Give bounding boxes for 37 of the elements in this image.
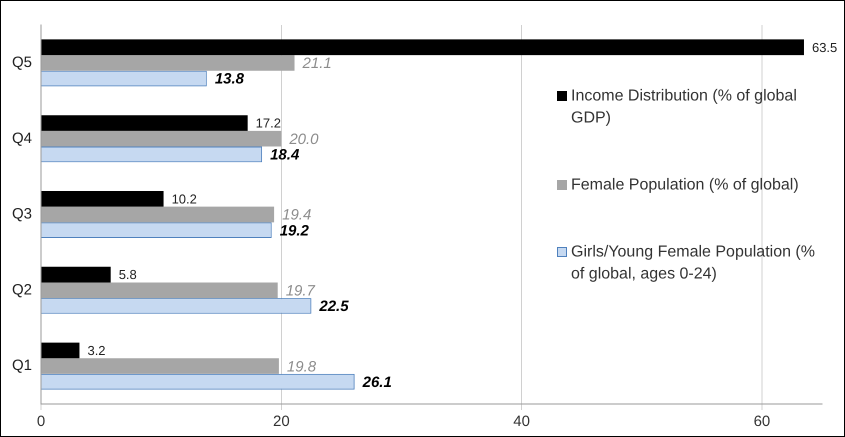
x-tick-label: 40 bbox=[513, 413, 530, 430]
data-label: 19.4 bbox=[282, 206, 312, 224]
legend-label: Girls/Young Female Population (% of global, ages 0-24) bbox=[571, 243, 815, 282]
data-label: 13.8 bbox=[214, 70, 245, 88]
data-label: 5.8 bbox=[118, 267, 137, 282]
data-label: 20.0 bbox=[288, 130, 320, 148]
x-tick-label: 0 bbox=[36, 413, 46, 430]
y-tick-label: Q2 bbox=[12, 281, 32, 298]
data-label: 22.5 bbox=[318, 298, 350, 316]
bar bbox=[42, 266, 111, 282]
bar bbox=[42, 55, 295, 71]
data-label: 21.1 bbox=[302, 55, 332, 72]
bar bbox=[42, 358, 279, 374]
data-label: 26.1 bbox=[362, 374, 392, 391]
bar bbox=[42, 342, 80, 358]
bar bbox=[42, 39, 804, 56]
data-label: 19.2 bbox=[280, 222, 310, 240]
data-label: 10.2 bbox=[172, 191, 197, 206]
bar bbox=[42, 115, 248, 131]
bar bbox=[42, 206, 274, 222]
legend-label: Income Distribution (% of global GDP) bbox=[571, 87, 797, 126]
data-label: 17.2 bbox=[256, 116, 281, 131]
y-tick-label: Q1 bbox=[12, 357, 32, 374]
y-tick-label: Q4 bbox=[12, 130, 32, 147]
data-label: 3.2 bbox=[87, 343, 106, 358]
data-label: 19.7 bbox=[286, 282, 316, 300]
data-label: 19.8 bbox=[286, 358, 317, 376]
bar bbox=[42, 282, 278, 298]
data-label: 63.5 bbox=[812, 40, 838, 55]
x-tick-label: 20 bbox=[272, 413, 290, 430]
bar bbox=[42, 191, 164, 207]
bar bbox=[42, 130, 282, 147]
y-tick-label: Q5 bbox=[12, 54, 32, 72]
y-tick-label: Q3 bbox=[12, 206, 32, 223]
data-label: 18.4 bbox=[270, 146, 300, 164]
x-tick-label: 60 bbox=[754, 413, 770, 430]
legend-label: Female Population (% of global) bbox=[571, 176, 799, 194]
